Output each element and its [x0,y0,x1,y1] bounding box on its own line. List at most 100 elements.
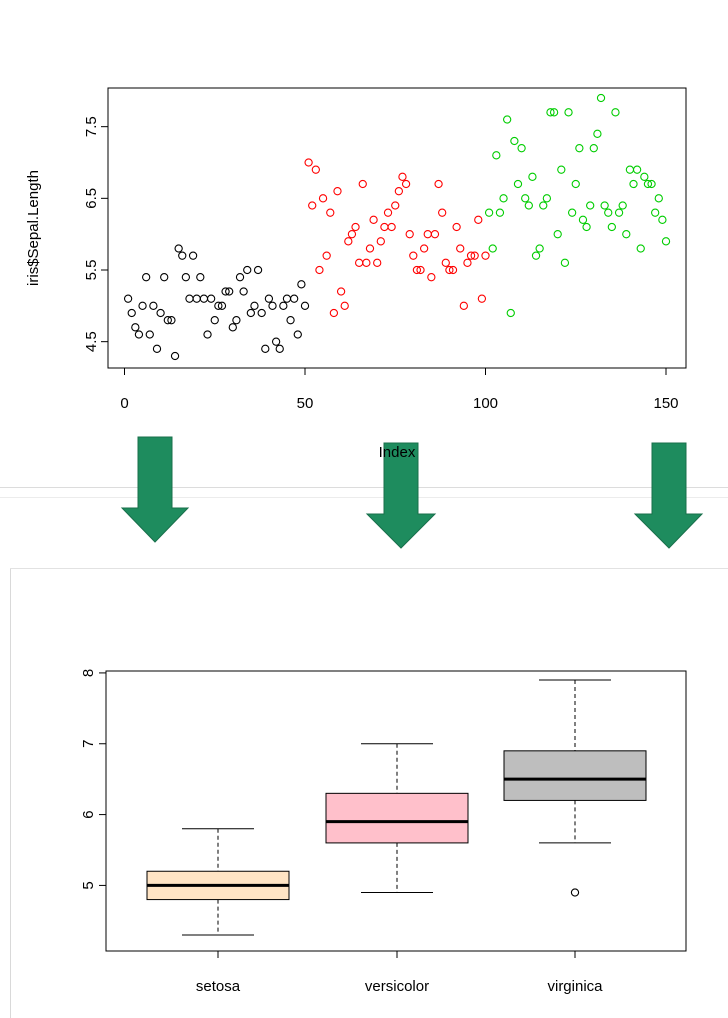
scatter-point [593,129,602,138]
scatter-point [445,265,454,275]
scatter-point [138,301,147,310]
scatter-point [600,201,609,210]
scatter-point [373,258,382,267]
scatter-point [654,194,663,203]
scatter-point [351,222,360,232]
scatter-point [286,316,295,325]
scatter-point [358,179,367,189]
scatter-point [239,287,248,296]
box-x-tick-label: virginica [547,978,603,995]
scatter-x-axis-label: Index [379,444,416,461]
scatter-point [651,208,660,217]
scatter-x-label-layer: Index [379,444,416,461]
scatter-y-tick-label: 5.5 [83,260,100,281]
scatter-point [553,230,562,239]
scatter-point [611,108,620,117]
scatter-point [618,201,627,210]
scatter-point [243,265,252,275]
scatter-point [549,108,559,117]
lower-panel-top-border [10,568,728,569]
scatter-point [539,201,548,210]
scatter-point [149,301,158,310]
scatter-point [264,294,274,303]
box-y-tick-label: 8 [80,669,97,677]
scatter-x-tick-label: 0 [120,395,128,412]
scatter-point [441,258,450,267]
scatter-point [188,251,198,260]
scatter-point [300,301,310,310]
scatter-point [636,244,645,253]
scatter-point [495,208,505,217]
box-x-tick-label: setosa [196,978,241,995]
scatter-point [452,222,461,232]
scatter-point [387,222,396,232]
scatter-point [557,165,566,174]
scatter-point [503,115,512,124]
box-x-tick-label: versicolor [365,978,429,995]
scatter-point [528,172,537,181]
scatter-point [383,208,393,217]
scatter-point [524,201,533,210]
scatter-point [210,316,219,325]
scatter-point [643,179,653,189]
scatter-point [329,308,339,318]
box-y-tick-label: 7 [80,740,97,748]
scatter-point [271,337,281,346]
scatter-point [531,251,541,260]
scatter-point [347,230,357,239]
arrow-layer [120,436,704,549]
scatter-point [142,273,151,282]
scatter-point [369,215,378,224]
scatter-point [640,172,649,181]
scatter-point [311,165,320,174]
scatter-point [589,144,598,153]
panel-divider [0,487,728,488]
scatter-y-tick-label: 7.5 [83,116,100,137]
scatter-point [203,330,212,339]
scatter-point [434,179,443,189]
box-iqr-rect [325,792,469,844]
scatter-point [430,230,440,239]
scatter-point [340,301,349,310]
scatter-point [456,244,465,253]
scatter-point [261,344,270,353]
box-iqr-rect [503,750,647,801]
scatter-point [268,301,277,310]
panel-divider-secondary [0,497,728,498]
box-y-tick-label: 6 [80,810,97,818]
scatter-point [297,280,306,289]
scatter-point [517,144,526,153]
scatter-point [647,179,656,189]
scatter-point [196,273,205,282]
scatter-point [401,179,411,189]
scatter-point [145,330,154,339]
scatter-point [152,344,162,353]
scatter-point [156,308,165,318]
scatter-point [257,308,266,318]
scatter-point [586,201,595,210]
scatter-y-axis-label: iris$Sepal.Length [25,170,42,286]
scatter-point [221,287,230,296]
scatter-point [484,208,494,217]
scatter-point [232,316,241,325]
scatter-point [438,208,447,217]
scatter-point [596,93,606,103]
scatter-point [134,330,144,339]
scatter-point [225,287,234,296]
scatter-point [474,215,483,224]
scatter-point [567,208,577,217]
scatter-point [344,237,353,246]
scatter-point [160,273,169,282]
scatter-point [293,330,302,339]
scatter-point [376,237,385,246]
scatter-point [279,301,288,310]
scatter-point [661,237,671,246]
scatter-point [521,194,530,203]
scatter-point [560,258,570,267]
scatter-point [304,158,313,167]
scatter-point [250,301,259,310]
scatter-point [131,323,140,332]
arrow-down-icon [120,436,190,543]
